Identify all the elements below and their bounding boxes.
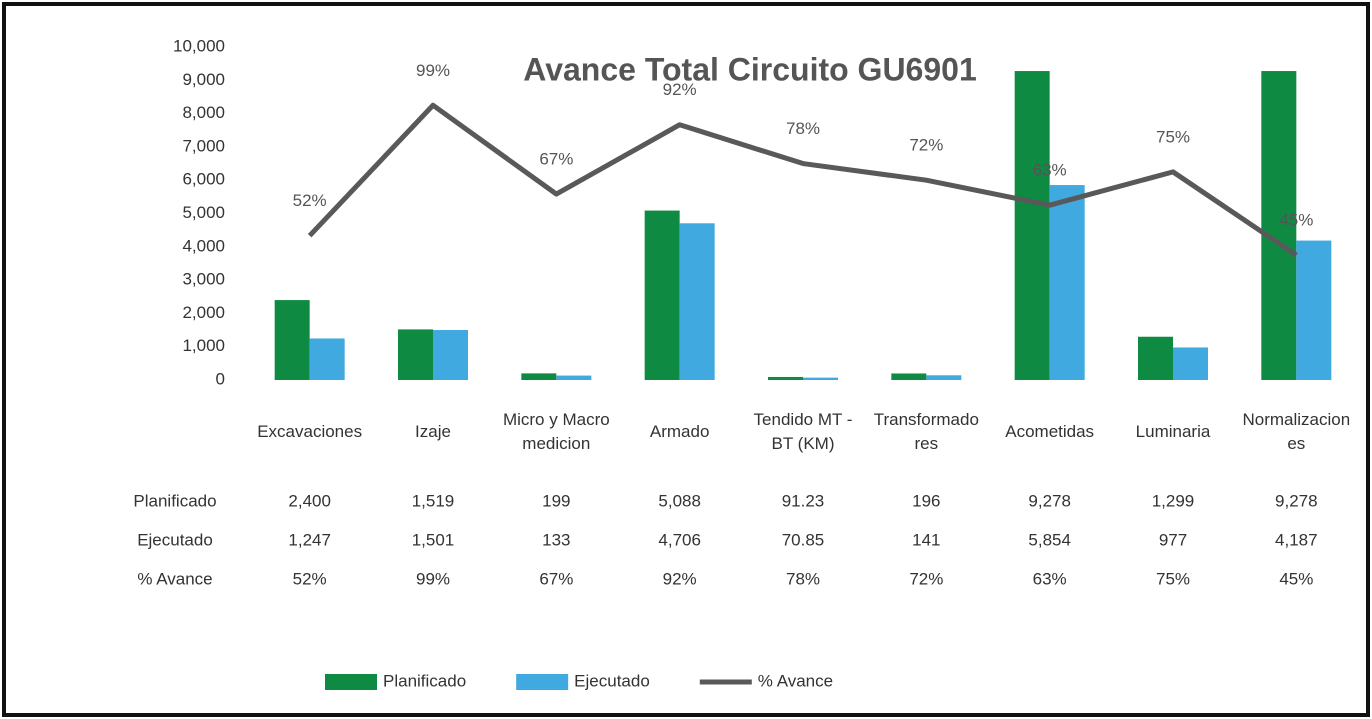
y-tick-label: 6,000 xyxy=(182,170,225,189)
bar xyxy=(1049,185,1085,380)
point-label: 99% xyxy=(416,61,450,80)
point-label: 78% xyxy=(786,119,820,138)
bar xyxy=(521,373,557,380)
y-tick-label: 8,000 xyxy=(182,103,225,122)
bar xyxy=(1173,347,1208,380)
y-tick-label: 3,000 xyxy=(182,270,225,289)
table-cell: 1,519 xyxy=(412,491,455,510)
x-tick-label: Micro y Macromedicion xyxy=(502,410,610,453)
point-label: 63% xyxy=(1033,161,1067,180)
table-cell: 9,278 xyxy=(1028,491,1071,510)
table-cell: 4,706 xyxy=(658,530,701,549)
bar xyxy=(1261,71,1297,380)
table-cell: 92% xyxy=(663,569,697,588)
bar xyxy=(803,377,838,380)
table-cell: 5,088 xyxy=(658,491,701,510)
table-cell: 45% xyxy=(1279,569,1313,588)
bar xyxy=(433,330,468,380)
table-cell: 2,400 xyxy=(288,491,331,510)
bar xyxy=(309,338,345,380)
y-tick-label: 7,000 xyxy=(182,136,225,155)
table-cell: 67% xyxy=(539,569,573,588)
x-tick-label: Luminaria xyxy=(1135,422,1211,441)
table-cell: 977 xyxy=(1159,530,1187,549)
x-tick-label: Tendido MT - BT (KM) xyxy=(753,410,853,453)
line xyxy=(307,102,1298,258)
bar xyxy=(398,329,433,380)
legend-label: Planificado xyxy=(383,671,466,690)
point-label: 72% xyxy=(909,136,943,155)
table-cell: 63% xyxy=(1033,569,1067,588)
bar xyxy=(679,223,715,380)
x-tick-label: Transformadores xyxy=(873,410,979,453)
bar xyxy=(644,210,680,380)
y-tick-label: 9,000 xyxy=(182,70,225,89)
y-tick-label: 10,000 xyxy=(173,36,225,55)
legend-swatch xyxy=(516,674,569,690)
x-tick-label: Acometidas xyxy=(1005,422,1095,441)
point-label: 75% xyxy=(1156,127,1190,146)
table-row-header: Ejecutado xyxy=(137,530,213,549)
table-cell: 52% xyxy=(293,569,327,588)
chart-title: Avance Total Circuito GU6901 xyxy=(523,51,976,87)
table-cell: 70.85 xyxy=(782,530,825,549)
bar xyxy=(1014,71,1050,380)
y-tick-label: 4,000 xyxy=(182,236,225,255)
x-tick-label: Normalizaciones xyxy=(1242,410,1351,453)
table-cell: 1,501 xyxy=(412,530,455,549)
table-cell: 99% xyxy=(416,569,450,588)
table-cell: 75% xyxy=(1156,569,1190,588)
table-cell: 5,854 xyxy=(1028,530,1071,549)
y-tick-label: 2,000 xyxy=(182,303,225,322)
table-cell: 1,299 xyxy=(1152,491,1195,510)
bar xyxy=(1138,336,1173,380)
point-label: 67% xyxy=(539,150,573,169)
y-tick-label: 0 xyxy=(216,369,225,388)
legend-swatch xyxy=(325,674,377,690)
table-cell: 133 xyxy=(542,530,570,549)
table-row-header: % Avance xyxy=(137,569,212,588)
bar xyxy=(1296,240,1332,380)
table-cell: 196 xyxy=(912,491,940,510)
point-label: 52% xyxy=(293,191,327,210)
table-cell: 78% xyxy=(786,569,820,588)
x-tick-label: Armado xyxy=(649,422,710,441)
bar xyxy=(768,376,803,380)
point-label: 92% xyxy=(663,80,697,99)
bar xyxy=(274,300,310,380)
y-tick-label: 5,000 xyxy=(182,203,225,222)
table-cell: 72% xyxy=(909,569,943,588)
table-cell: 4,187 xyxy=(1275,530,1318,549)
x-tick-label: Excavaciones xyxy=(257,422,363,441)
bar xyxy=(926,375,962,380)
x-tick-label: Izaje xyxy=(415,422,451,441)
y-tick-label: 1,000 xyxy=(182,336,225,355)
table-row-header: Planificado xyxy=(133,491,216,510)
table-cell: 9,278 xyxy=(1275,491,1318,510)
legend-label: % Avance xyxy=(758,671,833,690)
table-cell: 141 xyxy=(912,530,940,549)
legend-label: Ejecutado xyxy=(574,671,650,690)
table-cell: 1,247 xyxy=(288,530,331,549)
bar xyxy=(891,373,927,380)
bar xyxy=(556,375,592,380)
point-label: 45% xyxy=(1279,211,1313,230)
table-cell: 91.23 xyxy=(782,491,825,510)
table-cell: 199 xyxy=(542,491,570,510)
